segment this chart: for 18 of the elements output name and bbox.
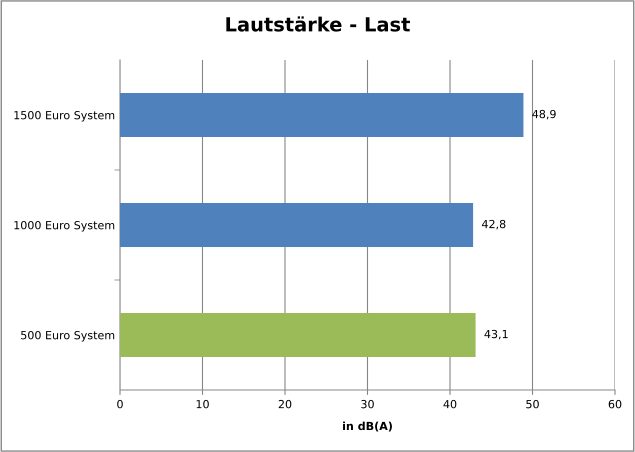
x-tick-label: 60 (608, 400, 622, 408)
x-tick-label: 40 (443, 400, 456, 408)
y-tick-label: 1500 Euro System (14, 110, 114, 122)
chart-title: Lautstärke - Last (226, 16, 410, 32)
x-tick-label: 30 (361, 400, 374, 408)
x-tick-label: 10 (196, 400, 209, 408)
x-tick-label: 50 (526, 400, 539, 408)
data-label: 48,9 (532, 110, 556, 120)
y-tick-label: 1000 Euro System (14, 220, 114, 232)
x-tick-label: 0 (117, 400, 123, 408)
y-tick-label: 500 Euro System (21, 330, 114, 342)
bar (120, 93, 524, 137)
bar (120, 203, 474, 247)
data-label: 43,1 (484, 330, 508, 340)
x-tick-label: 20 (278, 400, 292, 408)
x-axis-title: in dB(A) (343, 422, 392, 432)
data-label: 42,8 (482, 220, 506, 230)
bar (120, 313, 476, 357)
